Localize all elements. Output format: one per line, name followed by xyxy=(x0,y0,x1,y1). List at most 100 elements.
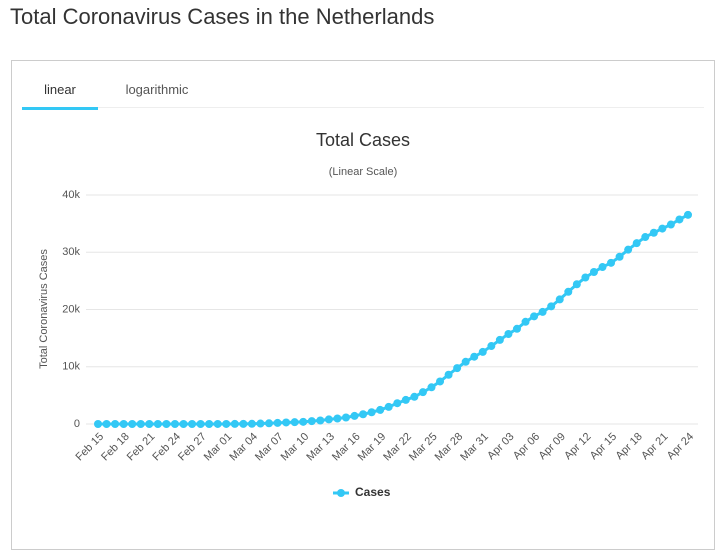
tab-underline xyxy=(22,107,98,110)
point xyxy=(145,420,154,428)
point xyxy=(222,419,231,428)
chart-box xyxy=(11,60,715,550)
point xyxy=(461,357,470,366)
point xyxy=(367,408,376,417)
point xyxy=(307,417,316,426)
x-tick-label: Apr 21 xyxy=(639,431,670,462)
point xyxy=(290,418,299,427)
point xyxy=(273,418,282,427)
point xyxy=(316,416,325,425)
point xyxy=(179,420,188,428)
y-axis-label: Total Coronavirus Cases xyxy=(38,249,50,369)
point xyxy=(478,347,487,356)
point xyxy=(196,419,205,428)
point xyxy=(119,420,128,428)
x-tick-label: Mar 13 xyxy=(304,431,337,464)
point xyxy=(581,273,590,282)
point xyxy=(153,420,162,428)
point xyxy=(418,388,427,397)
point xyxy=(530,312,539,321)
point xyxy=(170,420,179,428)
x-tick-label: Feb 27 xyxy=(176,431,209,464)
point xyxy=(239,419,248,428)
point xyxy=(436,377,445,386)
point xyxy=(641,233,650,242)
point xyxy=(333,414,342,423)
point xyxy=(607,258,616,267)
point xyxy=(453,364,462,373)
point xyxy=(521,317,530,326)
point xyxy=(128,420,137,428)
x-tick-label: Mar 19 xyxy=(356,431,389,464)
chart-title: Total Cases xyxy=(316,130,410,150)
point xyxy=(324,415,333,424)
x-tick-label: Apr 24 xyxy=(665,431,696,462)
x-tick-label: Apr 09 xyxy=(537,431,568,462)
point xyxy=(589,267,598,276)
x-tick-label: Mar 04 xyxy=(227,431,260,464)
point xyxy=(538,307,547,316)
point xyxy=(205,419,214,428)
point xyxy=(512,324,521,333)
point xyxy=(410,392,419,401)
point xyxy=(666,220,675,229)
tab[interactable]: logarithmic xyxy=(125,82,189,97)
point xyxy=(136,420,145,428)
point xyxy=(658,224,667,233)
y-tick-label: 20k xyxy=(62,303,80,315)
x-tick-label: Feb 24 xyxy=(150,431,183,464)
y-tick-label: 30k xyxy=(62,246,80,258)
point xyxy=(384,402,393,411)
point xyxy=(256,419,265,428)
point xyxy=(470,352,479,361)
x-tick-label: Feb 21 xyxy=(125,431,158,464)
point xyxy=(675,215,684,224)
point xyxy=(632,239,641,248)
legend-label: Cases xyxy=(355,485,391,499)
x-tick-label: Feb 15 xyxy=(73,431,106,464)
x-tick-label: Apr 18 xyxy=(613,431,644,462)
x-tick-label: Mar 10 xyxy=(279,431,312,464)
x-tick-label: Mar 01 xyxy=(202,431,235,464)
point xyxy=(487,342,496,351)
point xyxy=(282,418,291,427)
tab-bar xyxy=(22,107,704,108)
x-tick-label: Mar 28 xyxy=(433,431,466,464)
point xyxy=(572,280,581,289)
legend-symbol xyxy=(337,489,345,497)
point xyxy=(555,295,564,304)
tab[interactable]: linear xyxy=(44,82,76,97)
point xyxy=(547,302,556,311)
point xyxy=(615,252,624,261)
x-tick-label: Apr 15 xyxy=(588,431,619,462)
point xyxy=(401,395,410,404)
x-tick-label: Apr 06 xyxy=(511,431,542,462)
point xyxy=(564,287,573,296)
point xyxy=(265,419,274,428)
point xyxy=(649,228,658,237)
series-line xyxy=(98,213,689,426)
point xyxy=(427,383,436,392)
x-tick-label: Mar 07 xyxy=(253,431,286,464)
y-tick-label: 10k xyxy=(62,361,80,373)
point xyxy=(359,410,368,419)
y-tick-label: 0 xyxy=(74,418,80,430)
point xyxy=(495,335,504,344)
point xyxy=(299,417,308,426)
point xyxy=(444,370,453,379)
x-tick-label: Mar 25 xyxy=(407,431,440,464)
page-title: Total Coronavirus Cases in the Netherlan… xyxy=(10,4,435,29)
point xyxy=(247,419,256,428)
y-tick-label: 40k xyxy=(62,189,80,201)
chart-subtitle: (Linear Scale) xyxy=(329,166,397,178)
point xyxy=(102,420,111,428)
x-tick-label: Mar 31 xyxy=(458,431,491,464)
point xyxy=(341,413,350,422)
point xyxy=(188,420,197,428)
point xyxy=(213,419,222,428)
point xyxy=(624,245,633,254)
x-tick-label: Mar 22 xyxy=(381,431,414,464)
point xyxy=(393,399,402,408)
